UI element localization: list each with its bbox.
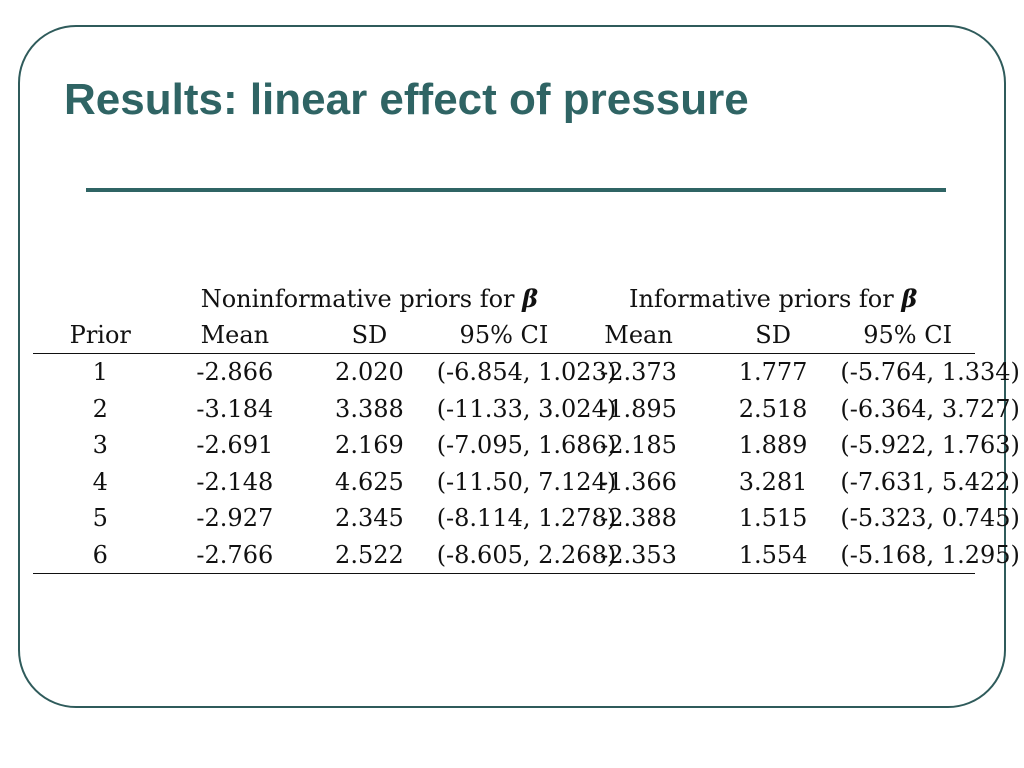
cell-sd: 3.281 bbox=[738, 467, 808, 496]
cell-mean: -2.691 bbox=[196, 431, 274, 460]
cell-mean: -2.866 bbox=[196, 358, 274, 387]
group-header-label: Informative priors for bbox=[628, 284, 894, 313]
cell-sd: 1.777 bbox=[738, 358, 808, 387]
table-row: 3 -2.691 2.169 (-7.095, 1.686) -2.185 1.… bbox=[33, 427, 1020, 464]
cell-sd: 3.388 bbox=[335, 394, 404, 423]
cell-mean: -2.373 bbox=[600, 358, 677, 387]
column-header-ci: 95% CI bbox=[840, 316, 975, 354]
cell-mean: -2.353 bbox=[571, 536, 706, 574]
cell-mean: -1.366 bbox=[600, 467, 677, 496]
cell-ci: (-5.168, 1.295) bbox=[840, 536, 1020, 574]
cell-ci: (-5.922, 1.763) bbox=[840, 431, 1020, 460]
results-table: Noninformative priors for β Informative … bbox=[33, 280, 1020, 574]
table-row: 4 -2.148 4.625 (-11.50, 7.124) -1.366 3.… bbox=[33, 464, 1020, 501]
cell-mean: -2.927 bbox=[196, 504, 274, 533]
cell-ci: (-5.323, 0.745) bbox=[840, 504, 1020, 533]
cell-prior: 1 bbox=[92, 358, 108, 387]
cell-prior: 3 bbox=[92, 431, 108, 460]
column-header-mean: Mean bbox=[571, 316, 706, 354]
cell-prior: 2 bbox=[92, 394, 108, 423]
cell-prior: 5 bbox=[92, 504, 108, 533]
table-row: 1 -2.866 2.020 (-6.854, 1.023) -2.373 1.… bbox=[33, 354, 1020, 391]
table-row: 6 -2.766 2.522 (-8.605, 2.268) -2.353 1.… bbox=[33, 536, 1020, 574]
cell-sd: 2.345 bbox=[335, 504, 404, 533]
cell-ci: (-6.854, 1.023) bbox=[436, 358, 617, 387]
cell-mean: -2.148 bbox=[196, 467, 274, 496]
cell-prior: 4 bbox=[92, 467, 108, 496]
table-row: 5 -2.927 2.345 (-8.114, 1.278) -2.388 1.… bbox=[33, 500, 1020, 537]
table-row: 2 -3.184 3.388 (-11.33, 3.024) -1.895 2.… bbox=[33, 391, 1020, 428]
slide-frame bbox=[18, 25, 1006, 708]
column-header-row: Prior Mean SD 95% CI Mean SD 95% CI bbox=[33, 316, 975, 354]
cell-mean: -2.766 bbox=[167, 536, 303, 574]
beta-symbol: β bbox=[901, 283, 918, 313]
beta-symbol: β bbox=[522, 283, 539, 313]
cell-ci: (-8.605, 2.268) bbox=[436, 536, 616, 574]
cell-mean: -3.184 bbox=[196, 394, 274, 423]
group-header-noninformative: Noninformative priors for β bbox=[168, 280, 572, 317]
slide-title: Results: linear effect of pressure bbox=[64, 75, 749, 124]
group-header-informative: Informative priors for β bbox=[571, 280, 975, 317]
cell-mean: -2.388 bbox=[600, 504, 677, 533]
cell-sd: 2.518 bbox=[738, 394, 808, 423]
cell-ci: (-7.631, 5.422) bbox=[840, 467, 1020, 496]
cell-sd: 1.515 bbox=[738, 504, 808, 533]
cell-prior: 6 bbox=[33, 536, 168, 574]
column-header-ci: 95% CI bbox=[436, 316, 572, 354]
cell-ci: (-11.50, 7.124) bbox=[436, 467, 617, 496]
results-table-container: Noninformative priors for β Informative … bbox=[33, 280, 1020, 574]
cell-sd: 2.169 bbox=[335, 431, 404, 460]
title-divider bbox=[86, 188, 946, 192]
cell-ci: (-6.364, 3.727) bbox=[840, 394, 1020, 423]
group-header-row: Noninformative priors for β Informative … bbox=[33, 280, 975, 317]
column-header-mean: Mean bbox=[167, 316, 303, 354]
cell-mean: -2.185 bbox=[600, 431, 677, 460]
cell-ci: (-11.33, 3.024) bbox=[436, 394, 617, 423]
cell-ci: (-8.114, 1.278) bbox=[436, 504, 617, 533]
column-header-sd: SD bbox=[705, 316, 841, 354]
cell-sd: 4.625 bbox=[335, 467, 404, 496]
cell-ci: (-7.095, 1.686) bbox=[436, 431, 617, 460]
cell-sd: 1.889 bbox=[738, 431, 808, 460]
cell-mean: -1.895 bbox=[600, 394, 677, 423]
column-header-prior: Prior bbox=[33, 316, 168, 354]
cell-ci: (-5.764, 1.334) bbox=[840, 358, 1020, 387]
cell-sd: 2.522 bbox=[302, 536, 437, 574]
cell-sd: 2.020 bbox=[335, 358, 404, 387]
column-header-sd: SD bbox=[302, 316, 437, 354]
cell-sd: 1.554 bbox=[705, 536, 841, 574]
group-header-spacer bbox=[33, 280, 168, 317]
group-header-label: Noninformative priors for bbox=[200, 284, 515, 313]
